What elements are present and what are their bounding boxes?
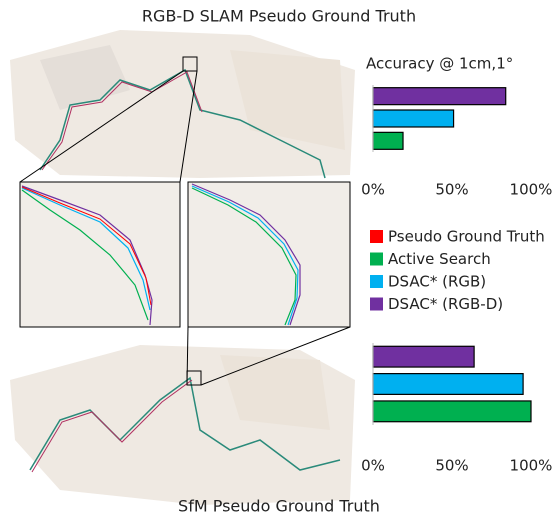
figure: RGB-D SLAM Pseudo Ground Truth SfM Pseud… bbox=[0, 0, 558, 518]
scene-bottom bbox=[10, 345, 355, 505]
legend-label: DSAC* (RGB) bbox=[388, 273, 486, 291]
caption: RGB-D SLAM Pseudo Ground Truth bbox=[142, 7, 416, 26]
bar bbox=[373, 374, 523, 395]
legend-swatch bbox=[370, 298, 383, 311]
legend-label: DSAC* (RGB-D) bbox=[388, 295, 503, 313]
bar bbox=[373, 401, 531, 422]
chart-title: Accuracy @ 1cm,1° bbox=[366, 55, 513, 73]
bar bbox=[373, 110, 454, 127]
legend-swatch bbox=[370, 230, 383, 243]
x-tick-label: 0% bbox=[361, 457, 385, 475]
x-tick-label: 100% bbox=[510, 457, 553, 475]
bar bbox=[373, 346, 474, 367]
x-tick-label: 100% bbox=[510, 181, 553, 199]
caption: SfM Pseudo Ground Truth bbox=[178, 497, 380, 516]
bar bbox=[373, 88, 506, 105]
zoom-right bbox=[188, 182, 350, 327]
scene-top bbox=[10, 30, 355, 178]
x-tick-label: 50% bbox=[435, 181, 468, 199]
legend-swatch bbox=[370, 275, 383, 288]
bar bbox=[373, 132, 403, 149]
x-tick-label: 0% bbox=[361, 181, 385, 199]
legend-label: Active Search bbox=[388, 250, 491, 268]
legend-swatch bbox=[370, 253, 383, 266]
zoom-left bbox=[20, 182, 180, 327]
x-tick-label: 50% bbox=[435, 457, 468, 475]
legend-label: Pseudo Ground Truth bbox=[388, 228, 545, 246]
